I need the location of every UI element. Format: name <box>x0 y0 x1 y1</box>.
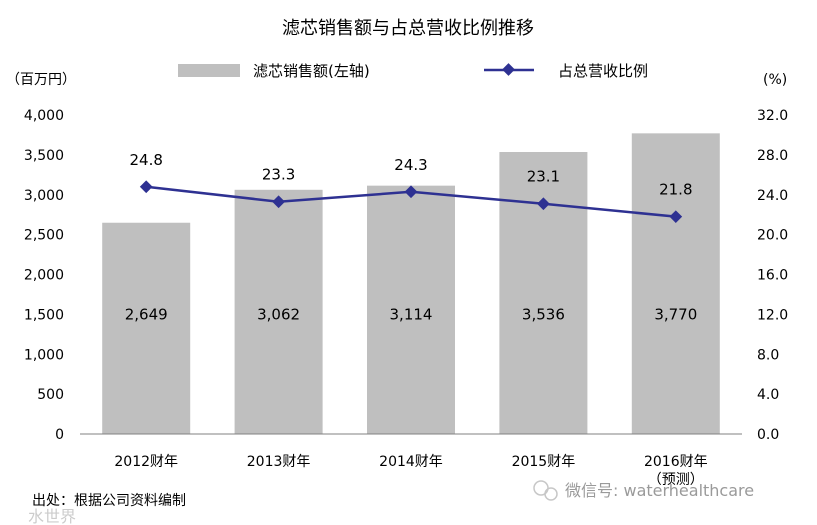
watermark-left: 水世界 <box>28 507 76 525</box>
category-note: （预测） <box>648 472 704 488</box>
right-axis-unit: (%) <box>763 72 787 88</box>
legend: 滤芯销售额(左轴) 占总营收比例 <box>178 62 648 80</box>
right-tick-label: 24.0 <box>757 188 788 204</box>
left-tick-label: 3,000 <box>24 188 64 204</box>
watermark: 微信号: waterhealthcare <box>565 481 754 500</box>
right-tick-label: 4.0 <box>757 387 779 403</box>
right-tick-label: 28.0 <box>757 148 788 164</box>
bar-value-label: 3,536 <box>522 305 565 323</box>
right-tick-label: 0.0 <box>757 427 779 443</box>
bar-value-label: 3,062 <box>257 305 300 323</box>
ratio-value-label: 23.1 <box>527 168 560 186</box>
legend-bar-label: 滤芯销售额(左轴) <box>253 62 370 80</box>
legend-line-marker <box>502 63 515 76</box>
left-tick-label: 4,000 <box>24 108 64 124</box>
left-axis-unit: （百万円） <box>6 72 76 88</box>
bar <box>367 185 455 434</box>
wechat-icon <box>533 480 558 501</box>
bar-value-label: 2,649 <box>125 305 168 323</box>
right-tick-label: 8.0 <box>757 347 779 363</box>
ratio-point-marker <box>139 180 153 194</box>
bar <box>234 189 323 434</box>
category-label: 2013财年 <box>247 454 311 470</box>
category-label: 2016财年 <box>644 454 708 470</box>
bar-value-labels: 2,649 3,062 3,114 3,536 3,770 <box>125 305 698 323</box>
category-label: 2012财年 <box>114 454 178 470</box>
right-tick-label: 32.0 <box>757 108 788 124</box>
left-axis: 0 500 1,000 1,500 2,000 2,500 3,000 3,500 4,000 <box>24 108 64 443</box>
ratio-value-label: 24.3 <box>394 156 427 174</box>
category-label: 2015财年 <box>512 454 576 470</box>
category-label: 2014财年 <box>379 454 443 470</box>
right-tick-label: 12.0 <box>757 307 788 323</box>
category-axis: 2012财年 2013财年 2014财年 2015财年 2016财年 （预测） <box>114 454 707 488</box>
bar-value-label: 3,114 <box>390 305 433 323</box>
bar <box>631 133 720 434</box>
left-tick-label: 2,500 <box>24 228 64 244</box>
legend-line-label: 占总营收比例 <box>558 62 648 80</box>
ratio-value-label: 24.8 <box>129 151 162 169</box>
bar-value-label: 3,770 <box>654 305 697 323</box>
bar <box>102 222 191 434</box>
ratio-value-label: 21.8 <box>659 181 692 199</box>
left-tick-label: 3,500 <box>24 148 64 164</box>
bar <box>499 152 588 434</box>
source-note: 出处：根据公司资料编制 <box>32 493 186 509</box>
left-tick-label: 1,000 <box>24 347 64 363</box>
chart-title: 滤芯销售额与占总营收比例推移 <box>282 18 534 39</box>
left-tick-label: 500 <box>37 387 64 403</box>
right-tick-label: 16.0 <box>757 268 788 284</box>
left-tick-label: 1,500 <box>24 307 64 323</box>
left-tick-label: 2,000 <box>24 268 64 284</box>
legend-bar-swatch <box>178 64 240 77</box>
left-tick-label: 0 <box>55 427 64 443</box>
ratio-value-label: 23.3 <box>262 166 295 184</box>
ratio-point-marker <box>404 185 418 199</box>
ratio-value-labels: 24.8 23.3 24.3 23.1 21.8 <box>129 151 692 199</box>
right-tick-label: 20.0 <box>757 228 788 244</box>
right-axis: 0.0 4.0 8.0 12.0 16.0 20.0 24.0 28.0 32.0 <box>757 108 788 443</box>
ratio-point-marker <box>272 195 285 209</box>
bar-series <box>102 133 720 434</box>
